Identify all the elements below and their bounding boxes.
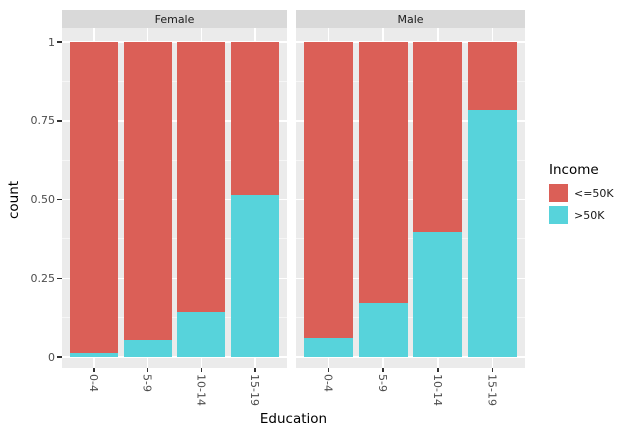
x-tick-label: 5-9 [376, 374, 390, 392]
gridline-minor [62, 317, 287, 319]
y-tick-mark [57, 356, 62, 358]
x-tick-label: 0-4 [321, 374, 335, 392]
gridline-minor [296, 317, 525, 319]
gridline-minor [62, 159, 287, 161]
legend-items: <=50K >50K [549, 184, 614, 224]
y-tick-label: 1 [48, 35, 55, 49]
gridline-major [62, 356, 287, 358]
bar-segment-le50k [70, 42, 119, 353]
gridline-major [62, 277, 287, 279]
y-tick-label: 0.75 [30, 114, 56, 128]
gridline-minor [62, 80, 287, 82]
y-tick-mark [57, 277, 62, 279]
y-tick-mark [57, 41, 62, 43]
x-tick-mark [200, 368, 203, 372]
legend-swatch-le50k [549, 184, 568, 202]
bar-male-5-9 [358, 42, 408, 357]
bar-segment-gt50k [467, 110, 517, 357]
bar-segment-le50k [230, 42, 279, 195]
bar-segment-gt50k [177, 312, 226, 357]
gridline-major [62, 198, 287, 201]
x-tick-label: 10-14 [194, 374, 208, 406]
x-tick-label: 5-9 [140, 374, 154, 392]
bar-segment-gt50k [230, 195, 279, 357]
bar-female-0-4 [70, 42, 119, 357]
legend-label: >50K [574, 208, 605, 222]
facet-panel-female [62, 28, 287, 368]
gridline-minor [62, 238, 287, 240]
bar-male-10-14 [413, 42, 463, 357]
bar-male-0-4 [304, 42, 354, 357]
gridline-major [296, 120, 525, 122]
bar-segment-gt50k [123, 340, 172, 357]
legend-title: Income [549, 162, 599, 178]
legend-item: <=50K [549, 184, 614, 202]
x-tick-label: 0-4 [87, 374, 101, 392]
legend-item: >50K [549, 206, 614, 224]
gridline-major [296, 41, 525, 43]
y-tick-label: 0.25 [30, 271, 56, 285]
x-tick-mark [93, 368, 95, 372]
gridline-minor [296, 238, 525, 240]
gridline-major [296, 277, 525, 279]
x-tick-label: 15-19 [247, 374, 261, 406]
bar-female-10-14 [177, 42, 226, 357]
x-tick-mark [491, 368, 494, 372]
x-tick-label: 15-19 [485, 374, 499, 406]
bar-segment-le50k [304, 42, 354, 338]
bar-segment-le50k [123, 42, 172, 340]
y-tick-label: 0.50 [30, 193, 56, 206]
gridline-minor [296, 80, 525, 82]
x-tick-mark [382, 368, 384, 372]
bar-segment-le50k [358, 42, 408, 303]
bar-female-15-19 [230, 42, 279, 357]
x-tick-mark [437, 368, 439, 372]
x-tick-mark [327, 368, 330, 372]
bar-male-15-19 [467, 42, 517, 357]
y-tick-label: 0 [48, 350, 55, 364]
gridline-major [296, 356, 525, 358]
x-tick-label: 10-14 [430, 374, 444, 406]
bar-segment-le50k [467, 42, 517, 110]
facet-strip-female: Female [62, 10, 287, 28]
bar-segment-le50k [413, 42, 463, 232]
bar-segment-gt50k [304, 338, 354, 357]
legend-label: <=50K [574, 186, 614, 200]
bar-segment-le50k [177, 42, 226, 312]
x-tick-mark [146, 368, 149, 372]
legend-swatch-gt50k [549, 206, 568, 224]
x-tick-mark [254, 368, 256, 372]
bar-female-5-9 [123, 42, 172, 357]
y-tick-mark [57, 198, 62, 201]
x-axis-title: Education [259, 411, 328, 427]
y-tick-mark [57, 120, 62, 122]
facet-strip-male: Male [296, 10, 525, 28]
gridline-major [62, 120, 287, 122]
facet-panel-male [296, 28, 525, 368]
bar-segment-gt50k [70, 353, 119, 357]
gridline-major [296, 198, 525, 201]
bar-segment-gt50k [358, 303, 408, 357]
gridline-minor [296, 159, 525, 161]
legend: Income <=50K >50K [549, 162, 614, 228]
bar-segment-gt50k [413, 232, 463, 357]
gridline-major [62, 41, 287, 43]
